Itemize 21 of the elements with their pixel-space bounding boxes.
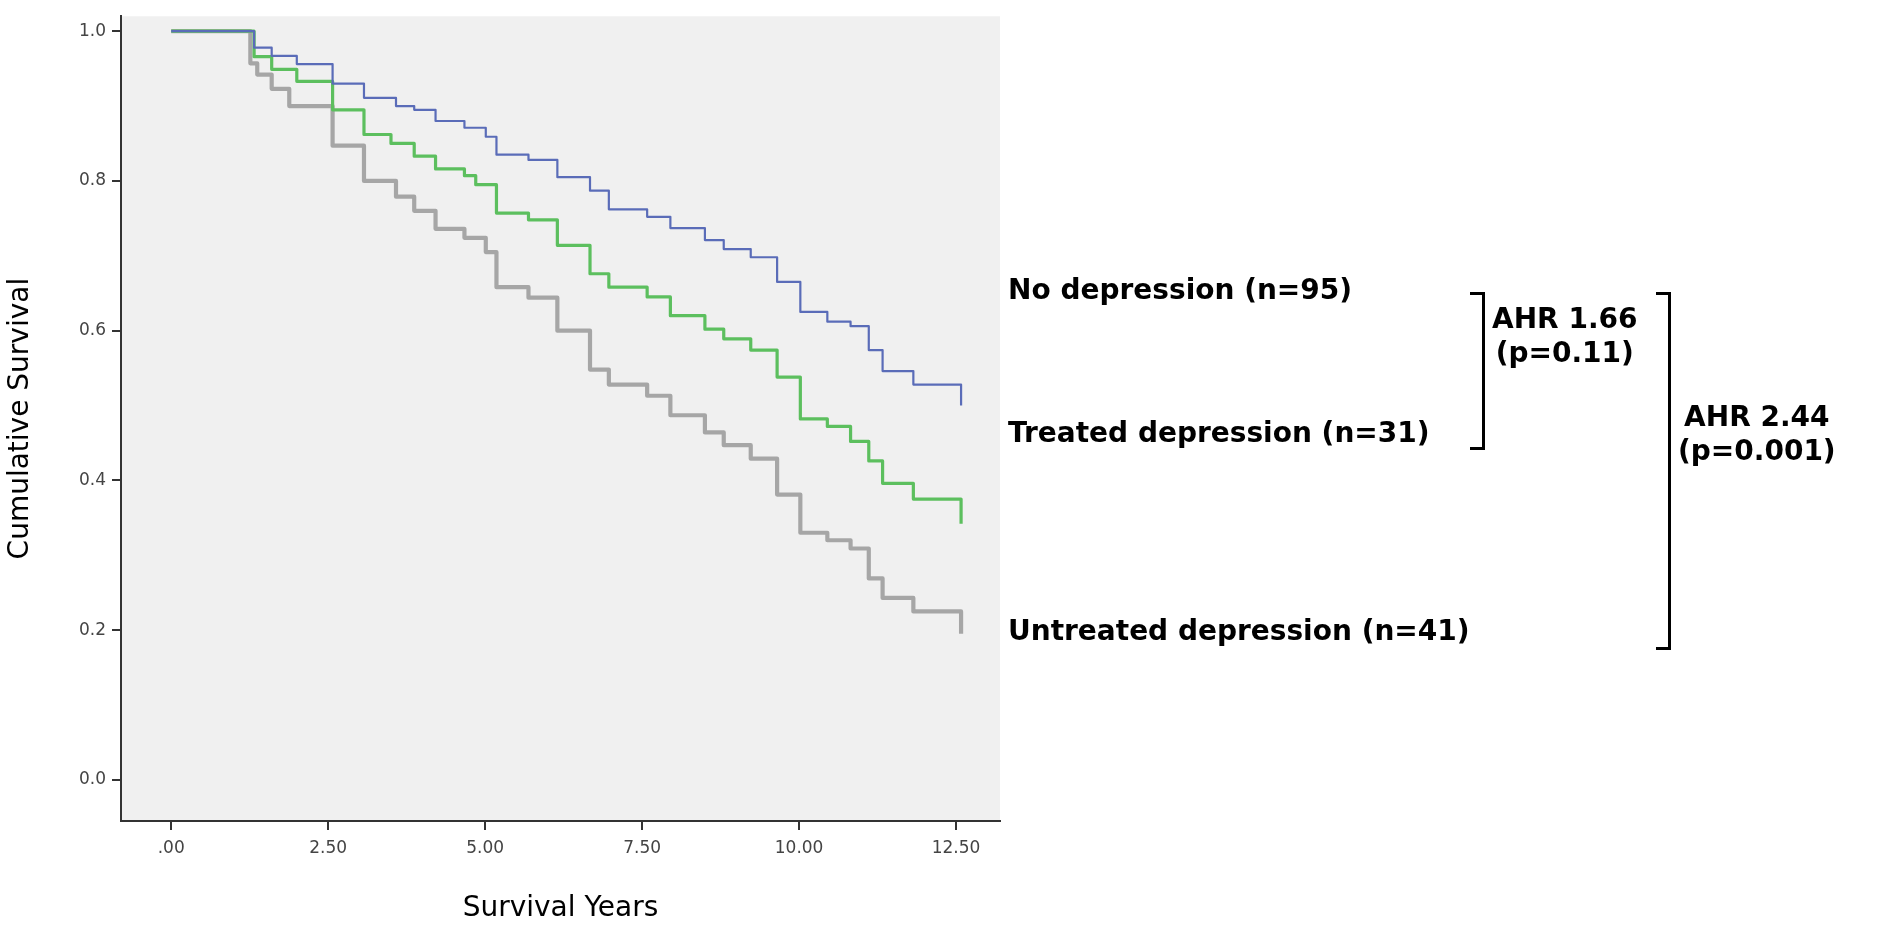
- series-label: Untreated depression (n=41): [1008, 614, 1470, 648]
- y-axis-title: Cumulative Survival: [2, 277, 36, 560]
- x-axis-title: Survival Years: [462, 890, 659, 924]
- x-tick-label: 2.50: [309, 836, 348, 857]
- text: AHR 1.66: [1492, 302, 1638, 336]
- y-tick-label: 1.0: [78, 19, 106, 40]
- y-tick-label: 0.8: [78, 169, 106, 190]
- x-tick-label: 5.00: [466, 836, 505, 857]
- text: Treated depression (n=31): [1008, 416, 1430, 450]
- text: AHR 2.44: [1683, 400, 1831, 434]
- text: (p=0.11): [1494, 335, 1635, 370]
- y-tick-label: 0.0: [78, 768, 106, 789]
- x-tick-label: 10.00: [774, 836, 824, 857]
- x-tick-label: 12.50: [931, 836, 981, 857]
- text: (p=0.001): [1678, 433, 1836, 468]
- x-tick-label: .00: [157, 836, 185, 857]
- y-tick-label: 0.2: [78, 618, 106, 639]
- y-tick-label: 0.4: [78, 468, 106, 489]
- text: No depression (n=95): [1008, 273, 1353, 307]
- y-tick-label: 0.6: [78, 319, 106, 340]
- x-tick-label: 7.50: [623, 836, 662, 857]
